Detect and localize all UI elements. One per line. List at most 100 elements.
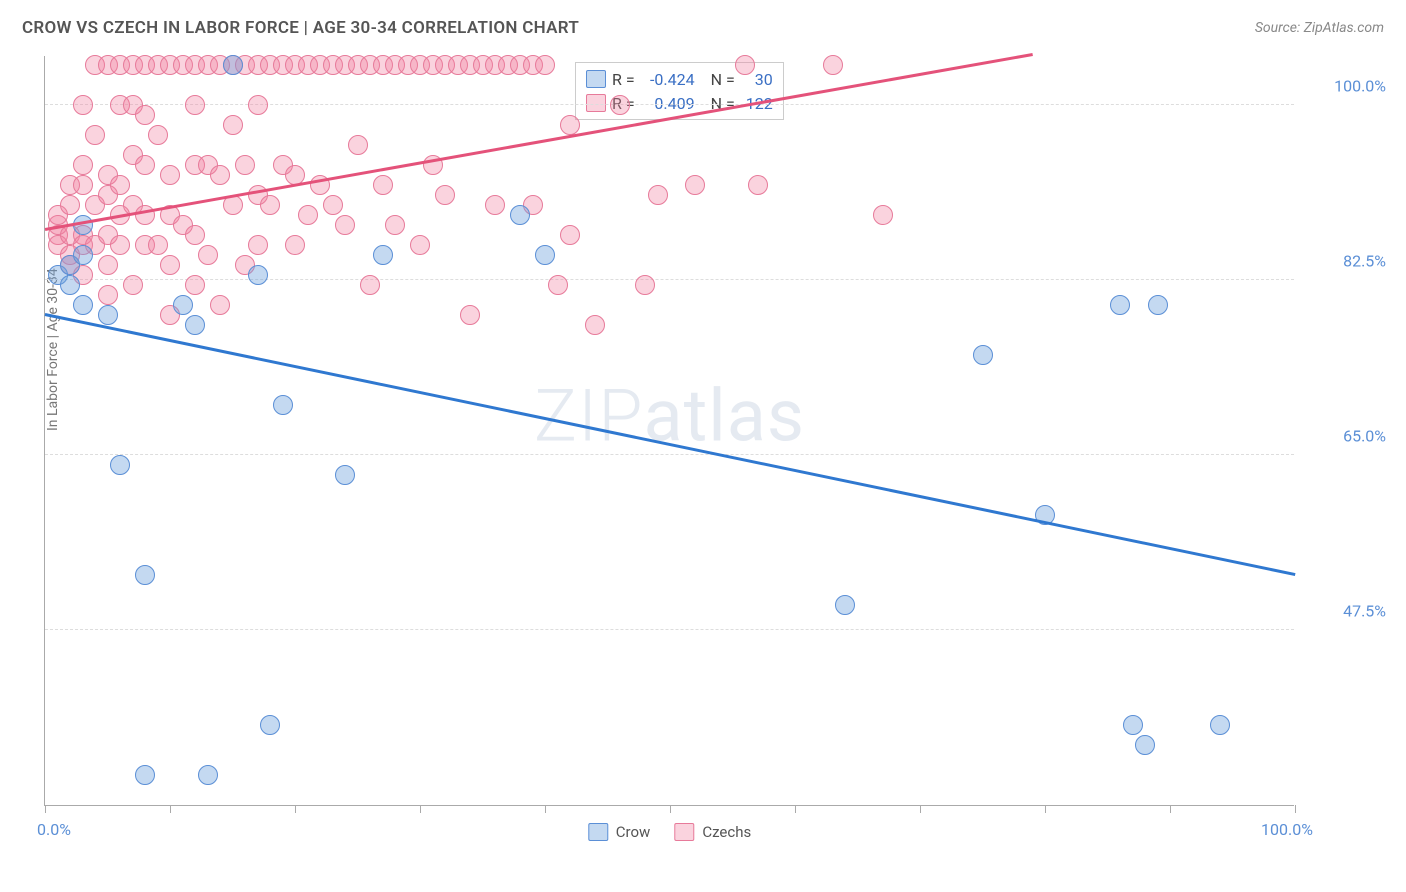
x-tick: [920, 805, 921, 813]
gridline: [45, 629, 1294, 630]
data-point: [110, 175, 130, 195]
data-point: [135, 565, 155, 585]
data-point: [535, 55, 555, 75]
chart-title: CROW VS CZECH IN LABOR FORCE | AGE 30-34…: [22, 18, 579, 38]
data-point: [410, 235, 430, 255]
data-point: [248, 265, 268, 285]
data-point: [73, 95, 93, 115]
data-point: [73, 245, 93, 265]
x-tick: [670, 805, 671, 813]
data-point: [335, 465, 355, 485]
chart-header: CROW VS CZECH IN LABOR FORCE | AGE 30-34…: [0, 0, 1406, 52]
data-point: [735, 55, 755, 75]
data-point: [1148, 295, 1168, 315]
data-point: [873, 205, 893, 225]
legend-swatch-icon: [588, 823, 608, 841]
r-value: 0.409: [641, 94, 695, 113]
n-label: N =: [711, 70, 735, 89]
data-point: [560, 115, 580, 135]
data-point: [148, 125, 168, 145]
x-tick: [295, 805, 296, 813]
data-point: [323, 195, 343, 215]
data-point: [210, 295, 230, 315]
data-point: [348, 135, 368, 155]
data-point: [248, 95, 268, 115]
y-tick-label: 100.0%: [1306, 77, 1386, 96]
data-point: [973, 345, 993, 365]
data-point: [385, 215, 405, 235]
legend-swatch-icon: [586, 94, 606, 112]
data-point: [98, 285, 118, 305]
data-point: [260, 715, 280, 735]
data-point: [110, 235, 130, 255]
data-point: [210, 165, 230, 185]
legend-swatch-icon: [674, 823, 694, 841]
data-point: [148, 235, 168, 255]
scatter-chart: In Labor Force | Age 30-34 ZIPatlas R =-…: [44, 56, 1294, 806]
data-point: [635, 275, 655, 295]
r-label: R =: [612, 70, 635, 89]
data-point: [610, 95, 630, 115]
data-point: [185, 315, 205, 335]
r-value: -0.424: [641, 70, 695, 89]
x-tick: [45, 805, 46, 813]
data-point: [135, 765, 155, 785]
legend-swatch-icon: [586, 70, 606, 88]
legend-item: Crow: [588, 823, 651, 841]
data-point: [185, 225, 205, 245]
data-point: [273, 395, 293, 415]
gridline: [45, 454, 1294, 455]
legend-item: Czechs: [674, 823, 751, 841]
data-point: [73, 295, 93, 315]
x-tick: [545, 805, 546, 813]
data-point: [135, 105, 155, 125]
data-point: [298, 205, 318, 225]
series-legend: Crow Czechs: [588, 823, 751, 841]
data-point: [335, 215, 355, 235]
data-point: [1123, 715, 1143, 735]
data-point: [235, 155, 255, 175]
data-point: [823, 55, 843, 75]
x-tick: [1170, 805, 1171, 813]
data-point: [373, 175, 393, 195]
x-axis-label: 100.0%: [1261, 820, 1313, 839]
y-tick-label: 82.5%: [1306, 252, 1386, 271]
chart-source: Source: ZipAtlas.com: [1255, 20, 1384, 36]
data-point: [835, 595, 855, 615]
data-point: [160, 255, 180, 275]
x-tick: [170, 805, 171, 813]
data-point: [123, 275, 143, 295]
gridline: [45, 104, 1294, 105]
legend-label: Czechs: [702, 823, 751, 841]
y-tick-label: 65.0%: [1306, 427, 1386, 446]
y-axis-label: In Labor Force | Age 30-34: [45, 268, 61, 431]
data-point: [85, 125, 105, 145]
data-point: [98, 255, 118, 275]
trend-line: [45, 313, 1296, 575]
x-tick: [1295, 805, 1296, 813]
data-point: [485, 195, 505, 215]
data-point: [460, 305, 480, 325]
data-point: [510, 205, 530, 225]
gridline: [45, 279, 1294, 280]
data-point: [60, 275, 80, 295]
x-tick: [420, 805, 421, 813]
data-point: [260, 195, 280, 215]
data-point: [160, 165, 180, 185]
data-point: [223, 55, 243, 75]
data-point: [748, 175, 768, 195]
data-point: [135, 155, 155, 175]
data-point: [60, 195, 80, 215]
data-point: [360, 275, 380, 295]
data-point: [535, 245, 555, 265]
data-point: [223, 115, 243, 135]
data-point: [685, 175, 705, 195]
data-point: [198, 245, 218, 265]
y-tick-label: 47.5%: [1306, 602, 1386, 621]
data-point: [285, 235, 305, 255]
data-point: [198, 765, 218, 785]
data-point: [73, 175, 93, 195]
data-point: [185, 95, 205, 115]
data-point: [98, 305, 118, 325]
x-tick: [795, 805, 796, 813]
